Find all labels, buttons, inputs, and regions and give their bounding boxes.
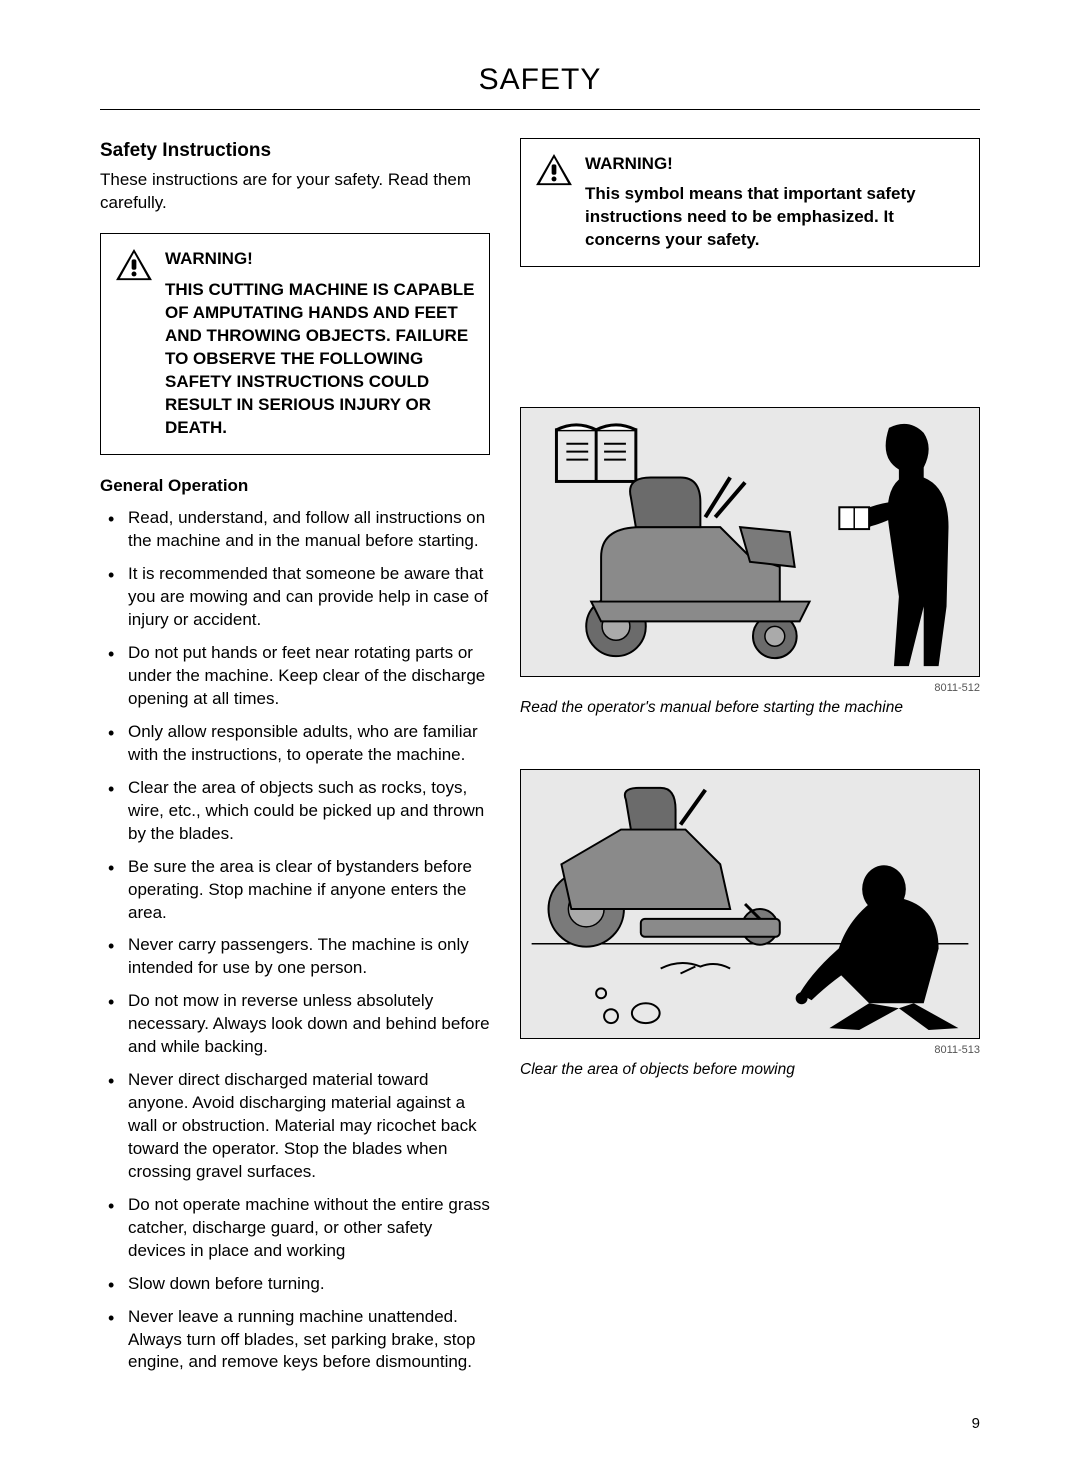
warning-box-right: WARNING! This symbol means that importan… [520, 138, 980, 268]
figure-2: 8011-513 Clear the area of objects befor… [520, 769, 980, 1081]
left-column: Safety Instructions These instructions a… [100, 138, 490, 1385]
figure-2-id: 8011-513 [520, 1043, 980, 1058]
figure-1: 8011-512 Read the operator's manual befo… [520, 407, 980, 719]
right-column: WARNING! This symbol means that importan… [520, 138, 980, 1385]
list-item: Do not mow in reverse unless absolutely … [100, 990, 490, 1059]
page-number: 9 [100, 1414, 980, 1434]
list-item: Never leave a running machine unattended… [100, 1306, 490, 1375]
list-item: Be sure the area is clear of bystanders … [100, 856, 490, 925]
list-item: Slow down before turning. [100, 1273, 490, 1296]
list-item: It is recommended that someone be aware … [100, 563, 490, 632]
list-item: Only allow responsible adults, who are f… [100, 721, 490, 767]
warning-icon [535, 153, 573, 194]
list-item: Never direct discharged material toward … [100, 1069, 490, 1184]
general-heading: General Operation [100, 475, 490, 498]
warning-right-title: WARNING! [585, 153, 965, 176]
figure-1-id: 8011-512 [520, 681, 980, 696]
figure-1-caption: Read the operator's manual before starti… [520, 698, 980, 719]
content-columns: Safety Instructions These instructions a… [100, 138, 980, 1385]
warning-right-body: This symbol means that important safety … [585, 183, 965, 252]
list-item: Read, understand, and follow all instruc… [100, 507, 490, 553]
figure-1-illustration [520, 407, 980, 677]
intro-heading: Safety Instructions [100, 138, 490, 164]
list-item: Do not operate machine without the entir… [100, 1194, 490, 1263]
general-list: Read, understand, and follow all instruc… [100, 507, 490, 1374]
figure-2-caption: Clear the area of objects before mowing [520, 1060, 980, 1081]
warning-icon [115, 248, 153, 289]
warning-left-title: WARNING! [165, 248, 475, 271]
warning-box-left: WARNING! THIS CUTTING MACHINE IS CAPABLE… [100, 233, 490, 455]
list-item: Do not put hands or feet near rotating p… [100, 642, 490, 711]
list-item: Clear the area of objects such as rocks,… [100, 777, 490, 846]
intro-text: These instructions are for your safety. … [100, 169, 490, 215]
figure-2-illustration [520, 769, 980, 1039]
list-item: Never carry passengers. The machine is o… [100, 934, 490, 980]
page-title: SAFETY [100, 60, 980, 110]
warning-left-body: THIS CUTTING MACHINE IS CAPABLE OF AMPUT… [165, 279, 475, 440]
